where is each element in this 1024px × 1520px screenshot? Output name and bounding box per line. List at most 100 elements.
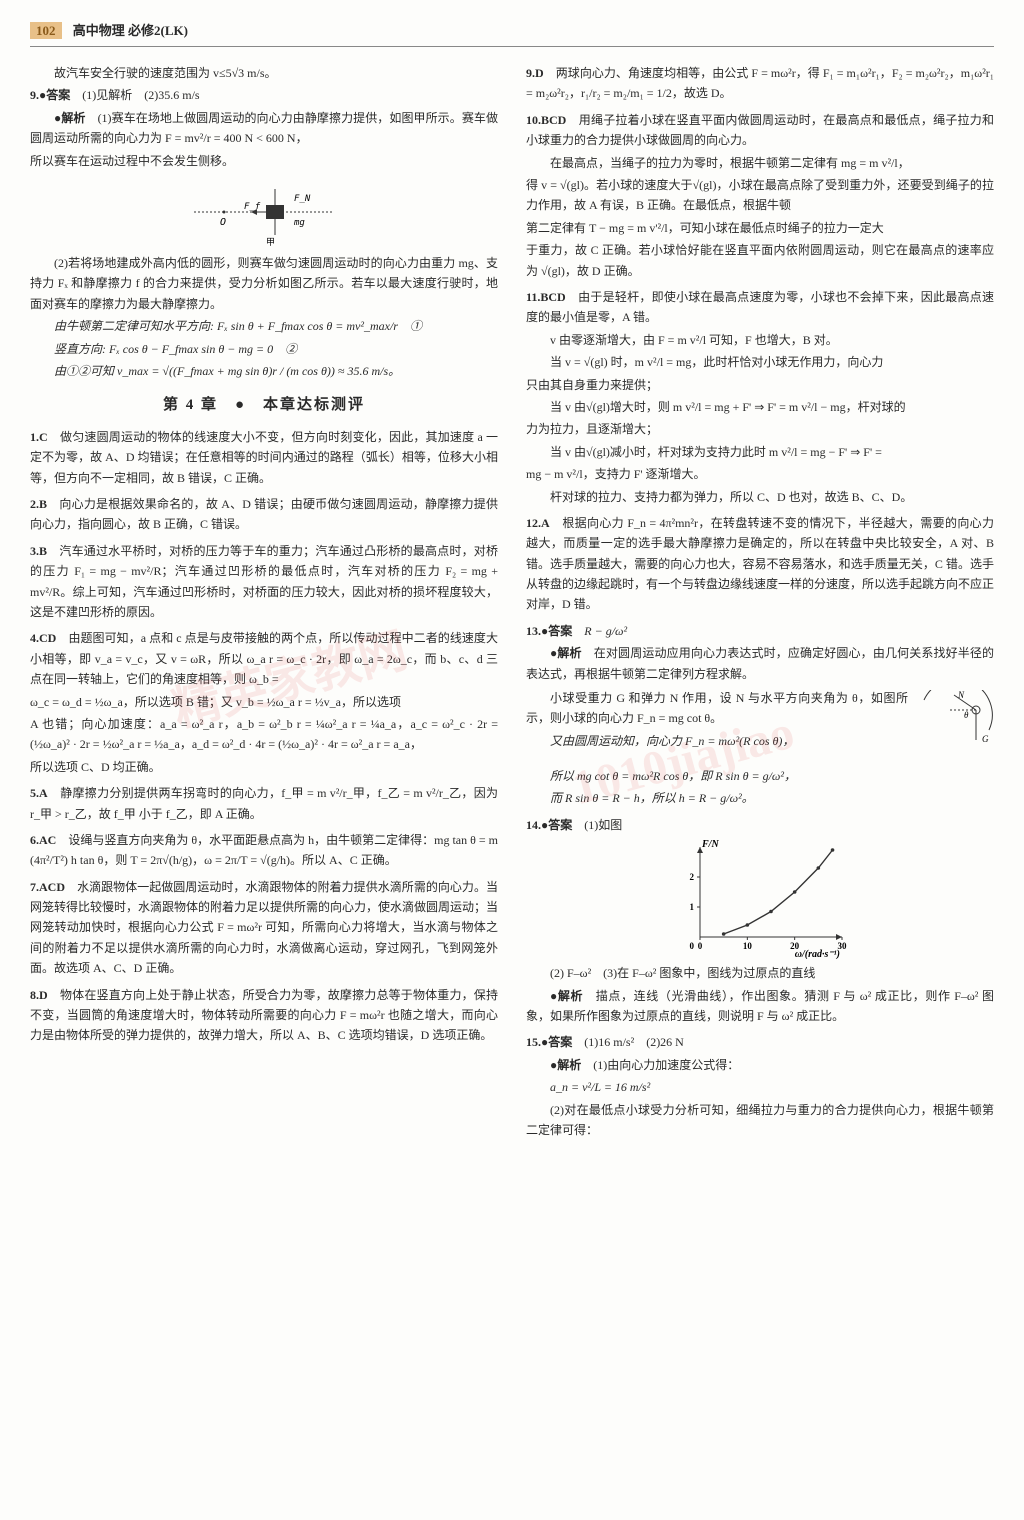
q4-p3: A 也错；向心加速度：a_a = ω²_a r，a_b = ω²_b r = ¼… [30,714,498,755]
q-num: 6.AC [30,833,56,847]
q-text: 两球向心力、角速度均相等，由公式 F = mω²r，得 F₁ = m₁ω²r₁，… [526,66,994,100]
q11-p4: 只由其自身重力来提供； [526,375,994,395]
q-num: 2.B [30,497,47,511]
q-num: 7.ACD [30,880,65,894]
chart-f-omega: 0102030120F/Nω/(rad·s⁻¹) [670,839,850,959]
q10-p5: 于重力，故 C 正确。若小球恰好能在竖直平面内依附圆周运动，则它在最高点的速率应… [526,240,994,281]
q-num: 9. [30,88,39,102]
q-num: 10.BCD [526,113,566,127]
answer-text: (1)16 m/s² (2)26 N [584,1035,684,1049]
q-num: 8.D [30,988,48,1002]
q15-p3: (2)对在最低点小球受力分析可知，细绳拉力与重力的合力提供向心力，根据牛顿第二定… [526,1100,994,1141]
question-13: 13.●答案 R − g/ω² ●解析 在对圆周运动应用向心力表达式时，应确定好… [526,621,994,809]
q13-p2: 小球受重力 G 和弹力 N 作用，设 N 与水平方向夹角为 θ，如图所示，则小球… [526,688,908,729]
q13-p4: 所以 mg cot θ = mω²R cos θ，即 R sin θ = g/ω… [526,766,994,786]
q-text: 静摩擦力分别提供两车拐弯时的向心力，f_甲 = m v²/r_甲，f_乙 = m… [30,786,498,820]
question-11: 11.BCD 由于是轻杆，即使小球在最高点速度为零，小球也不会掉下来，因此最高点… [526,287,994,507]
q9-eq3: 由①②可知 v_max = √((F_fmax + mg sin θ)r / (… [30,361,498,381]
q9-p2: 所以赛车在运动过程中不会发生侧移。 [30,151,498,171]
q-num: 15. [526,1035,541,1049]
question-2: 2.B 向心力是根据效果命名的，故 A、D 错误；由硬币做匀速圆周运动，静摩擦力… [30,494,498,535]
question-5: 5.A 静摩擦力分别提供两车拐弯时的向心力，f_甲 = m v²/r_甲，f_乙… [30,783,498,824]
q-num: 1.C [30,430,48,444]
q9-p1: (1)赛车在场地上做圆周运动的向心力由静摩擦力提供，如图甲所示。赛车做圆周运动所… [30,111,498,145]
q-text: 向心力是根据效果命名的，故 A、D 错误；由硬币做匀速圆周运动，静摩擦力提供向心… [30,497,498,531]
svg-text:F/N: F/N [701,839,719,850]
q10-p2: 在最高点，当绳子的拉力为零时，根据牛顿第二定律有 mg = m v²/l， [526,153,994,173]
q4-p4: 所以选项 C、D 均正确。 [30,757,498,777]
q11-p7: 当 v 由√(gl)减小时，杆对球为支持力此时 m v²/l = mg − F'… [526,442,994,462]
svg-text:0: 0 [698,941,703,951]
question-6: 6.AC 设绳与竖直方向夹角为 θ，水平面距悬点高为 h，由牛顿第二定律得：mg… [30,830,498,871]
q-num: 13. [526,624,541,638]
q11-p8: mg − m v²/l，支持力 F' 逐渐增大。 [526,464,994,484]
q11-p6: 力为拉力，且逐渐增大； [526,419,994,439]
q9-eq1: 由牛顿第二定律可知水平方向: Fₓ sin θ + F_fmax cos θ =… [30,316,498,336]
q-num: 9.D [526,66,544,80]
q-text: 设绳与竖直方向夹角为 θ，水平面距悬点高为 h，由牛顿第二定律得：mg tan … [30,833,498,867]
q13-p1: 在对圆周运动应用向心力表达式时，应确定好圆心，由几何关系找好半径的表达式，再根据… [526,646,994,680]
intro-line: 故汽车安全行驶的速度范围为 v≤5√3 m/s。 [30,63,498,83]
explain-label: ●解析 [550,646,582,660]
diagram-ball-bowl: N θ G [914,690,994,760]
question-8: 8.D 物体在竖直方向上处于静止状态，所受合力为零，故摩擦力总等于物体重力，保持… [30,985,498,1046]
question-9r: 9.D 两球向心力、角速度均相等，由公式 F = mω²r，得 F₁ = m₁ω… [526,63,994,104]
section-text: 第 4 章 ● 本章达标测评 [163,397,365,413]
q15-p1: (1)由向心力加速度公式得： [593,1058,739,1072]
answer-label: ●答案 [541,818,572,832]
q-num: 5.A [30,786,48,800]
q10-p1: 用绳子拉着小球在竖直平面内做圆周运动时，在最高点和最低点，绳子拉力和小球重力的合… [526,113,994,147]
explain-label: ●解析 [54,111,85,125]
question-14: 14.●答案 (1)如图 0102030120F/Nω/(rad·s⁻¹) (2… [526,815,994,1027]
q11-p9: 杆对球的拉力、支持力都为弹力，所以 C、D 也对，故选 B、C、D。 [526,487,994,507]
q15-p2: a_n = v²/L = 16 m/s² [526,1077,994,1097]
q13-p5: 而 R sin θ = R − h，所以 h = R − g/ω²。 [526,788,994,808]
q-num: 4.CD [30,631,56,645]
q13-p3: 又由圆周运动知，向心力 F_n = mω²(R cos θ)， [526,731,908,751]
svg-text:N: N [957,690,965,700]
book-title: 高中物理 必修2(LK) [73,23,188,38]
question-3: 3.B 汽车通过水平桥时，对桥的压力等于车的重力；汽车通过凸形桥的最高点时，对桥… [30,541,498,623]
svg-text:10: 10 [743,941,753,951]
q11-p2: v 由零逐渐增大，由 F = m v²/l 可知，F 也增大，B 对。 [526,330,994,350]
left-column: 故汽车安全行驶的速度范围为 v≤5√3 m/s。 9.●答案 (1)见解析 (2… [30,61,498,1146]
svg-text:O: O [220,217,226,228]
svg-text:G: G [982,734,989,744]
answer-label: ●答案 [541,1035,572,1049]
question-4: 4.CD 由题图可知，a 点和 c 点是与皮带接触的两个点，所以传动过程中二者的… [30,628,498,777]
svg-text:0: 0 [690,941,695,951]
svg-text:ω/(rad·s⁻¹): ω/(rad·s⁻¹) [795,949,840,959]
q4-p1: 由题图可知，a 点和 c 点是与皮带接触的两个点，所以传动过程中二者的线速度大小… [30,631,498,686]
diagram-car-circle: O F_f F_N mg 甲 [30,177,498,247]
ans1: (1)如图 [584,818,622,832]
q-text: 汽车通过水平桥时，对桥的压力等于车的重力；汽车通过凸形桥的最高点时，对桥的压力 … [30,544,498,619]
explain-label: ●解析 [550,989,583,1003]
svg-text:1: 1 [690,902,695,912]
q-text: 做匀速圆周运动的物体的线速度大小不变，但方向时刻变化，因此，其加速度 a 一定不… [30,430,498,485]
q11-p3: 当 v = √(gl) 时，m v²/l = mg，此时杆恰对小球无作用力，向心… [526,352,994,372]
page-header: 102 高中物理 必修2(LK) [30,20,994,47]
svg-text:mg: mg [293,218,305,228]
q-text: 根据向心力 F_n = 4π²mn²r，在转盘转速不变的情况下，半径越大，需要的… [526,516,994,612]
q-num: 14. [526,818,541,832]
question-10: 10.BCD 用绳子拉着小球在竖直平面内做圆周运动时，在最高点和最低点，绳子拉力… [526,110,994,281]
question-1: 1.C 做匀速圆周运动的物体的线速度大小不变，但方向时刻变化，因此，其加速度 a… [30,427,498,488]
two-column-layout: 故汽车安全行驶的速度范围为 v≤5√3 m/s。 9.●答案 (1)见解析 (2… [30,61,994,1146]
q-num: 12.A [526,516,550,530]
page-number: 102 [30,22,62,39]
svg-text:F_f: F_f [244,202,261,212]
question-7: 7.ACD 水滴跟物体一起做圆周运动时，水滴跟物体的附着力提供水滴所需的向心力。… [30,877,498,979]
explain-label: ●解析 [550,1058,581,1072]
question-9: 9.●答案 (1)见解析 (2)35.6 m/s ●解析 (1)赛车在场地上做圆… [30,85,498,381]
svg-text:2: 2 [690,872,695,882]
svg-text:θ: θ [964,710,969,720]
answer-text: (1)见解析 (2)35.6 m/s [82,88,199,102]
svg-text:F_N: F_N [294,194,311,204]
q11-p1: 由于是轻杆，即使小球在最高点速度为零，小球也不会掉下来，因此最高点速度的最小值是… [526,290,994,324]
answer-label: ●答案 [541,624,572,638]
right-column: 9.D 两球向心力、角速度均相等，由公式 F = mω²r，得 F₁ = m₁ω… [526,61,994,1146]
q-text: 水滴跟物体一起做圆周运动时，水滴跟物体的附着力提供水滴所需的向心力。当网笼转得比… [30,880,498,976]
q-num: 3.B [30,544,47,558]
q9-eq2: 竖直方向: Fₓ cos θ − F_fmax sin θ − mg = 0 ② [30,339,498,359]
q-text: 物体在竖直方向上处于静止状态，所受合力为零，故摩擦力总等于物体重力，保持不变，当… [30,988,498,1043]
